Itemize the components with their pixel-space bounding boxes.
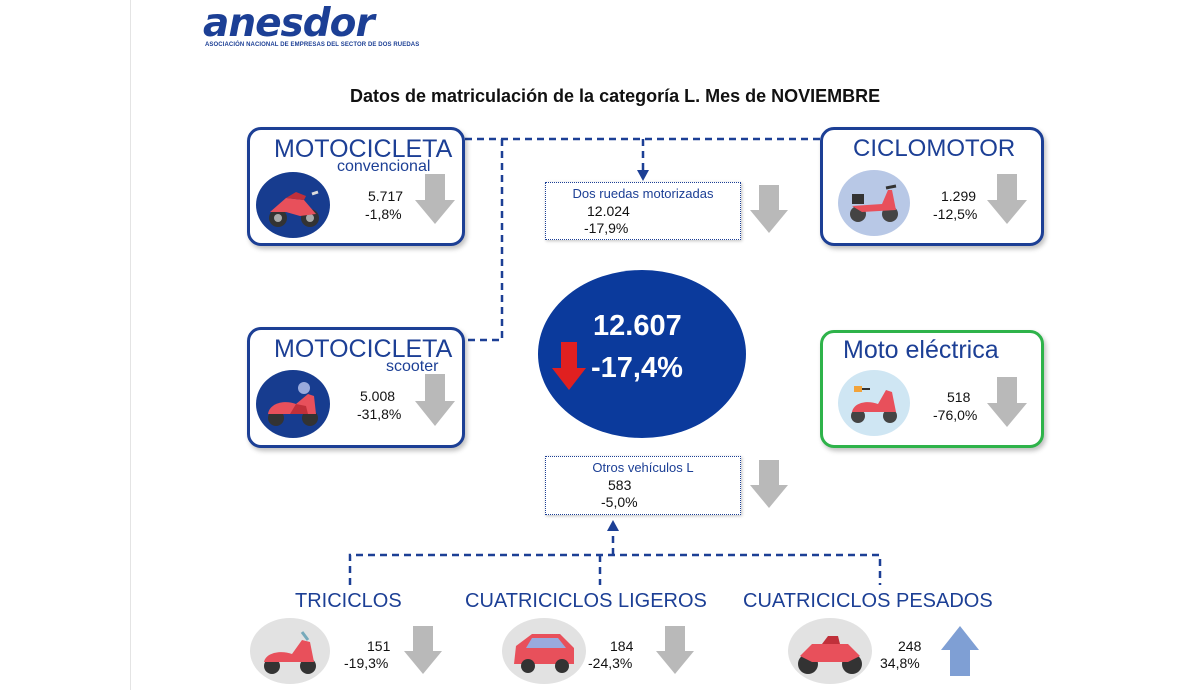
card-motocicleta-scooter: MOTOCICLETA scooter 5.008 -31,8% [247,327,465,448]
box-label: Otros vehículos L [592,460,694,475]
card-subtitle: convencional [337,158,431,175]
arrow-up-icon [941,626,979,676]
logo-tagline: ASOCIACIÓN NACIONAL DE EMPRESAS DEL SECT… [205,42,420,48]
motorcycle-icon [256,172,330,238]
trike-icon [250,618,330,684]
electric-scooter-icon [838,370,910,436]
card-title: Moto eléctrica [843,336,999,364]
value: 5.717 [368,188,404,204]
change: -5,0% [601,494,638,510]
arrow-down-icon [750,185,788,233]
card-motocicleta-convencional: MOTOCICLETA convencional 5.717 -1,8% [247,127,465,246]
change: -12,5% [933,206,978,222]
quad-icon [788,618,872,684]
cuatriciclos-pesados-title: CUATRICICLOS PESADOS [743,590,993,612]
arrow-down-icon [987,174,1027,224]
cuatriciclos-ligeros-change: -24,3% [588,655,633,671]
value: 12.024 [587,203,630,219]
microcar-icon [502,618,586,684]
scooter-icon [256,370,330,438]
value: 518 [947,389,971,405]
arrow-down-icon [404,626,442,674]
card-moto-electrica: Moto eléctrica 518 -76,0% [820,330,1044,448]
total-change: -17,4% [591,352,683,384]
value: 5.008 [360,388,396,404]
anesdor-logo: anesdor [203,1,375,46]
red-arrow-down-icon [552,342,586,390]
change: -17,9% [584,220,629,236]
otros-vehiculos-box: Otros vehículos L 583 -5,0% [545,456,741,515]
left-margin-rule [130,0,131,690]
change: -31,8% [357,406,402,422]
cuatriciclos-ligeros-title: CUATRICICLOS LIGEROS [465,590,707,612]
arrow-down-icon [415,174,455,224]
arrow-down-icon [987,377,1027,427]
cuatriciclos-pesados-value: 248 [898,638,922,654]
total-circle: 12.607 -17,4% [538,270,746,438]
cuatriciclos-ligeros-value: 184 [610,638,634,654]
box-label: Dos ruedas motorizadas [572,186,714,201]
value: 1.299 [941,188,977,204]
dos-ruedas-box: Dos ruedas motorizadas 12.024 -17,9% [545,182,741,240]
moped-icon [838,170,910,236]
triciclos-change: -19,3% [344,655,389,671]
triciclos-value: 151 [367,638,391,654]
arrow-down-icon [415,374,455,426]
total-value: 12.607 [593,310,682,342]
card-title: MOTOCICLETA [274,135,453,163]
value: 583 [608,477,632,493]
card-title: MOTOCICLETA [274,335,453,363]
arrow-down-icon [750,460,788,508]
cuatriciclos-pesados-change: 34,8% [880,655,920,671]
change: -76,0% [933,407,978,423]
card-title: CICLOMOTOR [853,135,1016,162]
change: -1,8% [365,206,402,222]
page-title: Datos de matriculación de la categoría L… [350,86,881,106]
card-subtitle: scooter [386,358,439,375]
arrow-down-icon [656,626,694,674]
triciclos-title: TRICICLOS [295,590,402,612]
card-ciclomotor: CICLOMOTOR 1.299 -12,5% [820,127,1044,246]
